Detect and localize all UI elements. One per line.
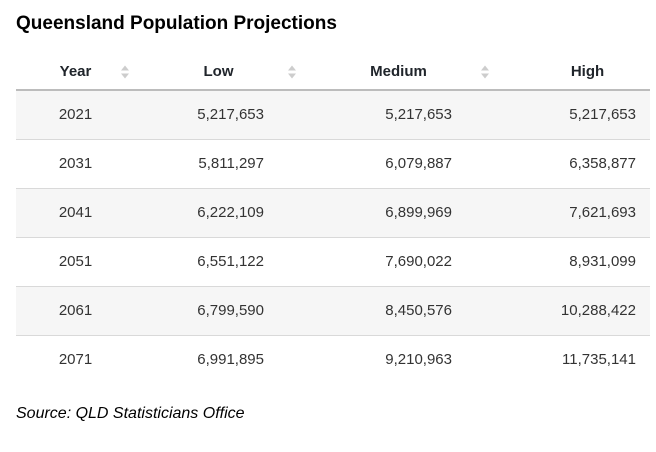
cell-medium: 8,450,576 [385, 302, 452, 319]
column-label: High [570, 63, 605, 80]
cell-low: 5,811,297 [198, 155, 264, 172]
cell-medium: 7,690,022 [385, 253, 452, 270]
sort-icon [481, 65, 489, 79]
cell-low: 6,799,590 [197, 302, 264, 319]
cell-low: 6,222,109 [197, 204, 264, 221]
cell-high: 7,621,693 [569, 204, 636, 221]
cell-year: 2041 [58, 204, 93, 221]
table-row: 2041 6,222,109 6,899,969 7,621,693 [16, 188, 650, 237]
cell-year: 2061 [58, 302, 93, 319]
population-projections-widget: Queensland Population Projections Year Lo… [0, 13, 656, 452]
sort-icon [288, 65, 296, 79]
cell-low: 6,551,122 [197, 253, 264, 270]
table-row: 2051 6,551,122 7,690,022 8,931,099 [16, 237, 650, 286]
cell-medium: 6,079,887 [385, 155, 452, 172]
cell-year: 2051 [58, 253, 93, 270]
table-body: 2021 5,217,653 5,217,653 5,217,653 2031 5,811… [16, 90, 650, 384]
cell-medium: 5,217,653 [385, 106, 452, 124]
cell-year: 2071 [58, 351, 93, 369]
sort-icon [121, 65, 129, 79]
column-label: Medium [370, 63, 427, 80]
cell-medium: 9,210,963 [385, 351, 452, 369]
cell-high: 8,931,099 [569, 253, 636, 270]
column-header-low[interactable]: Low [135, 55, 302, 90]
data-table: Year Low Medium High 2021 5,217,653 5,217,653… [16, 55, 650, 384]
page-title: Queensland Population Projections [16, 13, 337, 34]
cell-medium: 6,899,969 [385, 204, 452, 221]
source-note: Source: QLD Statisticians Office [16, 405, 245, 422]
column-label: Low [203, 63, 234, 80]
cell-low: 6,991,895 [197, 351, 264, 369]
cell-high: 6,358,877 [569, 155, 636, 172]
header-row: Year Low Medium High [16, 55, 650, 90]
table-row: 2021 5,217,653 5,217,653 5,217,653 [16, 90, 650, 139]
column-header-year[interactable]: Year [16, 55, 135, 90]
table-row: 2061 6,799,590 8,450,576 10,288,422 [16, 286, 650, 335]
cell-high: 10,288,422 [560, 302, 636, 319]
cell-year: 2021 [58, 106, 93, 124]
cell-high: 5,217,653 [569, 106, 636, 124]
column-header-high[interactable]: High [495, 55, 650, 90]
cell-high: 11,735,141 [562, 351, 636, 369]
cell-year: 2031 [58, 155, 93, 172]
table-row: 2071 6,991,895 9,210,963 11,735,141 [16, 335, 650, 384]
cell-low: 5,217,653 [197, 106, 264, 124]
table-row: 2031 5,811,297 6,079,887 6,358,877 [16, 139, 650, 188]
column-label: Year [59, 63, 92, 80]
column-header-medium[interactable]: Medium [302, 55, 495, 90]
